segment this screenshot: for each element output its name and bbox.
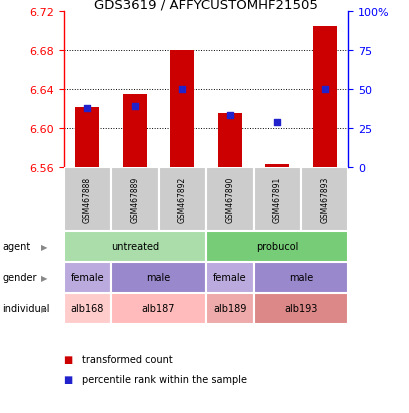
Bar (170, 51, 194, 167)
Text: alb168: alb168 (70, 304, 104, 314)
Bar (217, 114, 241, 167)
Point (131, 104, 138, 110)
Text: ■: ■ (63, 354, 73, 364)
Text: GSM467888: GSM467888 (83, 176, 92, 222)
Text: male: male (288, 273, 312, 283)
Bar (158, 167, 205, 231)
Bar (253, 293, 348, 324)
Text: ▶: ▶ (40, 273, 47, 282)
Bar (312, 27, 336, 167)
Text: probucol: probucol (256, 242, 298, 252)
Point (226, 113, 232, 119)
Point (273, 119, 280, 126)
Bar (123, 95, 146, 167)
Text: alb187: alb187 (142, 304, 175, 314)
Bar (75, 108, 99, 167)
Text: GSM467891: GSM467891 (272, 176, 281, 222)
Bar (111, 293, 205, 324)
Bar (63, 262, 111, 293)
Text: untreated: untreated (110, 242, 158, 252)
Bar (63, 293, 111, 324)
Bar (205, 167, 253, 231)
Text: gender: gender (2, 273, 36, 283)
Text: alb189: alb189 (213, 304, 246, 314)
Text: percentile rank within the sample: percentile rank within the sample (82, 374, 246, 384)
Text: female: female (212, 273, 246, 283)
Text: agent: agent (2, 242, 30, 252)
Point (321, 87, 327, 93)
Bar (205, 231, 348, 262)
Text: female: female (70, 273, 104, 283)
Text: GSM467892: GSM467892 (178, 176, 187, 222)
Bar (63, 231, 205, 262)
Bar (265, 164, 288, 167)
Text: individual: individual (2, 304, 49, 314)
Text: GSM467889: GSM467889 (130, 176, 139, 222)
Text: transformed count: transformed count (82, 354, 172, 364)
Bar (205, 293, 253, 324)
Text: male: male (146, 273, 170, 283)
Bar (253, 262, 348, 293)
Bar (205, 262, 253, 293)
Text: ▶: ▶ (40, 304, 47, 313)
Text: GSM467890: GSM467890 (225, 176, 234, 223)
Bar (111, 262, 205, 293)
Text: ■: ■ (63, 374, 73, 384)
Text: GSM467893: GSM467893 (319, 176, 328, 223)
Title: GDS3619 / AFFYCUSTOMHF21505: GDS3619 / AFFYCUSTOMHF21505 (94, 0, 317, 11)
Bar (253, 167, 300, 231)
Bar (300, 167, 348, 231)
Bar (63, 167, 111, 231)
Text: alb193: alb193 (283, 304, 317, 314)
Point (179, 87, 185, 93)
Point (84, 105, 90, 112)
Text: ▶: ▶ (40, 242, 47, 251)
Bar (111, 167, 158, 231)
